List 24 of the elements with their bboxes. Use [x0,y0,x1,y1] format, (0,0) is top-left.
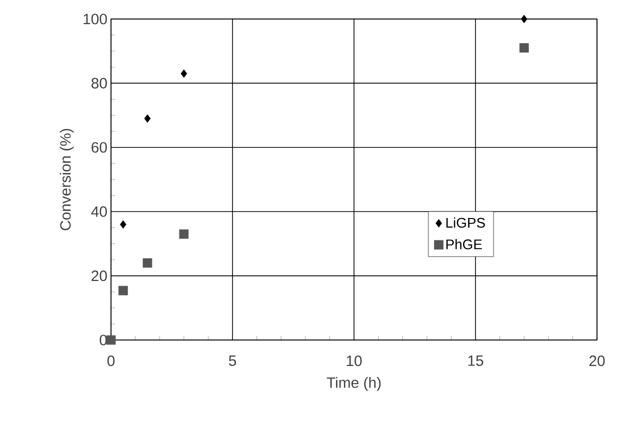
x-tick-label: 15 [468,356,484,366]
y-tick-label: 20 [92,270,107,282]
point [179,229,189,239]
legend-label: PhGE [446,239,482,250]
point [520,14,528,24]
y-tick-label: 80 [92,78,107,88]
x-tick-label: 5 [228,356,236,366]
y-tick-label: 0 [100,334,107,346]
y-tick-label: 60 [92,142,107,153]
x-tick-label: 0 [107,356,115,366]
point [106,335,116,345]
point [144,114,151,123]
point [118,286,128,296]
point [519,43,529,53]
x-tick-label: 20 [589,356,605,366]
point [142,258,152,268]
x-axis-title: Time (h) [326,376,381,391]
x-tick-label: 10 [346,356,362,366]
point [120,220,126,229]
legend-label: LiGPS [446,217,485,228]
point [180,69,188,78]
y-axis-title: Conversion (%) [60,128,74,230]
y-tick-label: 40 [91,206,107,217]
y-tick-label: 100 [84,14,107,24]
